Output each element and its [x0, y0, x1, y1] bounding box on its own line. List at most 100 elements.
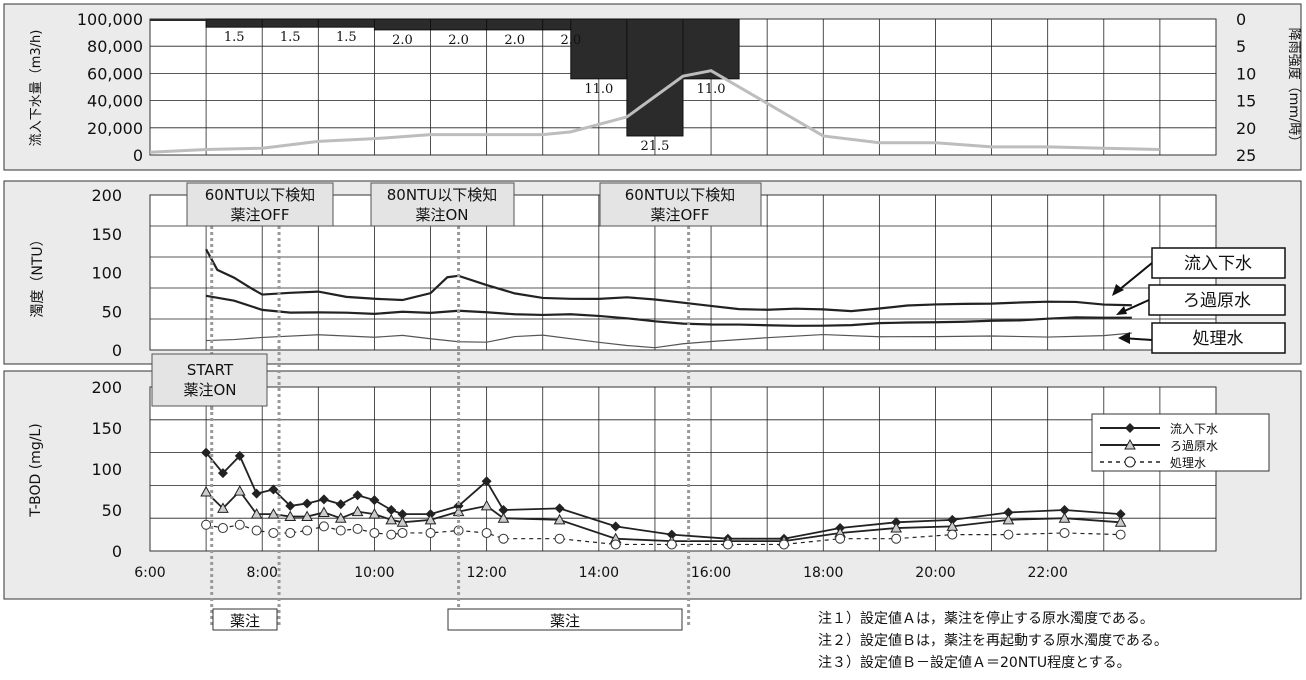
turbidity-line-2	[206, 332, 1132, 349]
bod-point-treated	[386, 529, 397, 540]
bod-x-tick: 18:00	[803, 565, 843, 581]
annotation-start: START 薬注ON	[151, 353, 268, 407]
rain-right-tick: 15	[1236, 92, 1256, 111]
rain-bar	[430, 18, 488, 31]
rain-left-tick: 80,000	[87, 37, 143, 56]
bod-point-treated	[201, 519, 212, 530]
dosing-bar-1: 薬注	[212, 608, 278, 631]
bod-point-filtered	[217, 502, 229, 513]
rain-bar	[261, 18, 319, 28]
turbidity-line-1	[205, 294, 1132, 327]
rain-right-tick: 0	[1236, 10, 1246, 29]
bod-point-treated	[397, 527, 408, 538]
bod-point-inflow	[481, 476, 492, 487]
rain-left-tick: 40,000	[87, 92, 143, 111]
bod-point-filtered	[480, 499, 493, 511]
rain-right-tick: 20	[1236, 119, 1256, 138]
rain-bars	[150, 18, 740, 137]
bod-point-filtered	[497, 512, 510, 523]
annotation-off-2-line1: 60NTU以下検知	[625, 186, 735, 204]
turbidity-tick: 200	[91, 186, 122, 205]
bod-point-inflow	[554, 503, 565, 514]
rain-right-tick-labels: 0 5 10 15 20 25	[1236, 10, 1256, 165]
rain-bar-label: 2.0	[392, 33, 413, 48]
turbidity-axis-label: 濁度（NTU）	[30, 232, 46, 317]
callout-inflow: 流入下水	[1112, 247, 1286, 296]
bod-point-treated	[1059, 527, 1070, 538]
rain-bar-label: 2.0	[560, 33, 581, 48]
bod-point-filtered	[1114, 516, 1127, 527]
bod-point-filtered	[351, 505, 364, 517]
rain-bar-label: 11.0	[697, 82, 726, 97]
rain-left-tick: 60,000	[87, 64, 143, 83]
turbidity-tick: 150	[91, 225, 122, 244]
note-2: 注２）設定値Ｂは，薬注を再起動する原水濁度である。	[818, 633, 1168, 649]
callout-filtered-label: ろ過原水	[1183, 291, 1251, 311]
bod-axis-label: T-BOD (mg/L)	[28, 423, 44, 517]
bod-point-treated	[891, 533, 902, 544]
bod-line-1	[205, 489, 1121, 543]
bod-tick: 0	[112, 542, 122, 561]
bod-point-filtered	[334, 512, 347, 523]
bod-point-filtered	[890, 522, 903, 533]
bod-point-filtered	[267, 508, 280, 519]
bod-point-treated	[268, 527, 279, 538]
bod-point-inflow	[217, 468, 228, 479]
bod-point-inflow	[251, 488, 262, 499]
rain-left-tick: 0	[133, 146, 143, 165]
turbidity-tick-labels: 200 150 100 50 0	[91, 186, 122, 360]
bod-point-treated	[1003, 529, 1014, 540]
bod-point-filtered	[396, 516, 409, 527]
turbidity-line-0	[205, 248, 1132, 313]
bod-x-tick: 20:00	[915, 565, 955, 581]
turbidity-tick: 50	[102, 302, 122, 321]
bod-point-inflow	[268, 484, 279, 495]
bod-point-treated	[835, 533, 846, 544]
dosing-bar-1-label: 薬注	[230, 612, 260, 630]
annotation-off-2-line2: 薬注OFF	[650, 206, 709, 224]
callout-treated-label: 処理水	[1193, 329, 1244, 349]
rain-bar	[626, 18, 684, 137]
bod-point-filtered	[385, 513, 398, 525]
bod-point-treated	[352, 523, 363, 534]
rain-right-axis-label: 降雨強度（mm/時）	[1286, 28, 1302, 149]
bod-x-tick: 14:00	[579, 565, 619, 581]
bod-point-filtered	[301, 510, 313, 522]
bod-point-filtered	[200, 485, 212, 497]
bod-point-filtered	[284, 510, 297, 522]
bod-point-inflow	[352, 490, 363, 501]
annotation-off-2: 60NTU以下検知 薬注OFF	[599, 182, 762, 227]
bod-point-inflow	[498, 505, 509, 515]
annotation-on-line1: 80NTU以下検知	[387, 186, 497, 204]
legend-label-filtered: ろ過原水	[1170, 439, 1218, 453]
bod-point-treated	[335, 525, 346, 536]
dosing-bar-2-label: 薬注	[550, 612, 580, 630]
legend-label-inflow: 流入下水	[1170, 422, 1218, 436]
rain-bar-label: 1.5	[224, 30, 245, 45]
annotation-on: 80NTU以下検知 薬注ON	[370, 182, 515, 227]
bod-point-inflow	[302, 498, 313, 509]
rain-right-tick: 5	[1236, 37, 1246, 56]
bod-point-filtered	[1058, 512, 1071, 523]
legend-marker-inflow	[1125, 423, 1135, 433]
rain-bar	[373, 18, 432, 31]
bod-point-treated	[217, 523, 228, 534]
legend-marker-filtered	[1124, 438, 1136, 450]
bod-point-treated	[302, 525, 313, 536]
rain-left-tick: 20,000	[87, 119, 143, 138]
bod-tick: 150	[91, 419, 122, 438]
rain-bar-label: 1.5	[336, 30, 357, 45]
bod-x-tick: 22:00	[1028, 565, 1068, 581]
dosing-bar-2: 薬注	[447, 608, 683, 631]
bod-point-inflow	[318, 494, 329, 505]
bod-point-inflow	[335, 499, 346, 510]
bod-point-inflow	[369, 495, 380, 506]
callout-inflow-label: 流入下水	[1184, 254, 1252, 274]
note-1: 注１）設定値Ａは，薬注を停止する原水濁度である。	[818, 610, 1154, 627]
callout-treated: 処理水	[1118, 322, 1286, 354]
bod-point-treated	[666, 539, 677, 550]
bod-point-filtered	[318, 506, 330, 517]
dosing-event-lines	[210, 226, 691, 628]
rain-bar-label: 2.0	[504, 33, 525, 48]
